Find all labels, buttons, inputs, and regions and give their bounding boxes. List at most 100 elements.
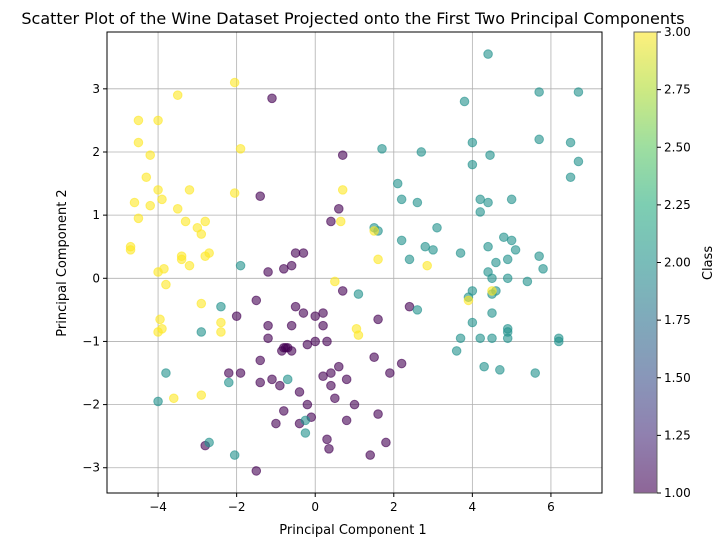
scatter-point-class-1 [290, 301, 301, 312]
y-tick-label: 2 [92, 145, 100, 159]
scatter-point-class-2 [530, 368, 541, 378]
scatter-point-class-2 [506, 235, 517, 246]
scatter-point-class-1 [286, 260, 297, 271]
x-axis-label: Principal Component 1 [279, 523, 426, 538]
x-tick-label: 2 [390, 500, 398, 514]
scatter-point-class-1 [310, 311, 321, 321]
scatter-point-class-2 [573, 87, 584, 97]
scatter-point-class-1 [298, 308, 309, 318]
scatter-point-class-3 [235, 144, 246, 154]
scatter-point-class-2 [229, 450, 240, 460]
scatter-point-class-2 [204, 437, 214, 448]
scatter-point-class-2 [498, 232, 509, 243]
scatter-point-class-3 [216, 317, 226, 328]
scatter-point-class-1 [310, 336, 321, 347]
scatter-point-class-2 [483, 49, 493, 59]
scatter-point-class-2 [467, 159, 478, 170]
x-tick-label: 4 [469, 500, 477, 514]
scatter-point-class-2 [534, 134, 544, 145]
scatter-point-class-1 [251, 295, 262, 306]
scatter-point-class-3 [196, 390, 207, 400]
y-tick-label: −2 [82, 398, 100, 412]
scatter-point-class-1 [298, 248, 309, 258]
scatter-point-class-2 [565, 137, 576, 148]
scatter-point-class-2 [412, 305, 423, 315]
scatter-point-class-1 [365, 450, 376, 460]
scatter-point-class-2 [491, 257, 501, 268]
scatter-point-class-2 [475, 333, 486, 344]
scatter-point-class-2 [396, 235, 407, 246]
scatter-point-class-1 [322, 336, 332, 347]
scatter-point-class-1 [302, 399, 313, 410]
scatter-point-class-1 [271, 418, 281, 429]
scatter-point-class-1 [255, 355, 266, 366]
scatter-point-class-1 [373, 314, 383, 325]
y-tick-label: 0 [92, 271, 100, 285]
scatter-point-class-2 [467, 317, 478, 328]
scatter-point-class-3 [153, 327, 163, 337]
scatter-point-class-1 [267, 374, 277, 385]
scatter-point-class-2 [538, 264, 548, 274]
scatter-point-class-2 [196, 327, 207, 337]
scatter-point-class-2 [475, 194, 486, 205]
scatter-point-class-3 [184, 260, 195, 271]
scatter-point-class-1 [263, 320, 273, 331]
scatter-point-class-1 [278, 264, 289, 274]
scatter-point-class-2 [396, 194, 407, 205]
scatter-point-class-2 [416, 147, 427, 157]
grid [107, 32, 602, 493]
scatter-point-class-2 [223, 377, 234, 388]
scatter-point-class-2 [502, 333, 513, 344]
scatter-point-class-2 [475, 207, 486, 217]
scatter-point-class-2 [485, 150, 495, 160]
scatter-point-class-3 [229, 188, 240, 198]
chart-title: Scatter Plot of the Wine Dataset Project… [21, 9, 684, 28]
scatter-point-class-1 [286, 346, 297, 356]
scatter-point-class-3 [155, 314, 165, 325]
scatter-point-class-2 [534, 87, 544, 97]
scatter-points [125, 49, 584, 476]
scatter-point-class-1 [385, 368, 395, 378]
x-tick-label: −4 [149, 500, 167, 514]
scatter-point-class-1 [333, 204, 344, 214]
scatter-point-class-1 [373, 409, 383, 419]
scatter-point-class-3 [369, 226, 379, 236]
colorbar-tick-label: 2.25 [664, 198, 691, 212]
scatter-point-class-3 [161, 279, 171, 290]
scatter-point-class-1 [381, 437, 391, 448]
x-tick-label: 0 [311, 500, 319, 514]
scatter-point-class-2 [506, 194, 517, 205]
scatter-point-class-3 [330, 276, 340, 287]
scatter-point-class-1 [326, 380, 336, 391]
scatter-point-class-2 [553, 336, 564, 347]
scatter-point-class-2 [483, 241, 493, 252]
scatter-point-class-3 [153, 185, 163, 195]
scatter-point-class-2 [487, 308, 497, 318]
scatter-point-class-1 [341, 415, 352, 426]
y-axis-ticks: −3 −2 −1 0 1 2 3 [82, 82, 107, 475]
scatter-point-class-1 [275, 380, 285, 391]
scatter-point-class-2 [300, 415, 311, 426]
colorbar-ticks: 1.00 1.25 1.50 1.75 2.00 2.25 2.50 2.75 3.00 [657, 25, 691, 500]
scatter-point-class-2 [353, 289, 364, 299]
scatter-point-class-3 [373, 254, 383, 265]
scatter-point-class-3 [353, 330, 364, 340]
scatter-point-class-1 [286, 320, 297, 331]
y-tick-label: 1 [92, 208, 100, 222]
scatter-point-class-1 [277, 346, 287, 356]
scatter-point-class-1 [267, 93, 277, 104]
scatter-point-class-1 [223, 368, 234, 378]
scatter-point-class-2 [420, 241, 431, 252]
scatter-point-class-3 [200, 216, 211, 227]
colorbar-tick-label: 2.50 [664, 140, 691, 154]
scatter-point-class-1 [318, 320, 328, 331]
colorbar-tick-label: 1.50 [664, 371, 691, 385]
scatter-point-class-2 [522, 276, 533, 287]
scatter-point-class-3 [229, 77, 240, 88]
scatter-point-class-3 [133, 137, 144, 148]
scatter-point-class-1 [322, 434, 332, 445]
scatter-point-class-2 [412, 197, 423, 208]
scatter-point-class-2 [467, 137, 478, 148]
scatter-point-class-3 [145, 200, 156, 211]
colorbar-tick-label: 1.25 [664, 428, 691, 442]
